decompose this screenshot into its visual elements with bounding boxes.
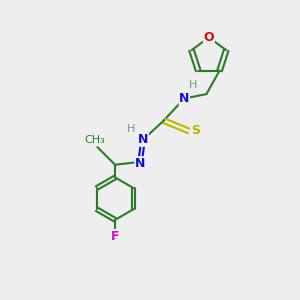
Text: N: N [179, 92, 190, 105]
Text: H: H [127, 124, 135, 134]
Text: CH₃: CH₃ [84, 135, 105, 145]
Text: N: N [135, 157, 145, 170]
Text: H: H [189, 80, 197, 90]
Text: S: S [191, 124, 200, 137]
Text: N: N [138, 133, 148, 146]
Text: O: O [204, 31, 214, 44]
Text: F: F [111, 230, 119, 242]
